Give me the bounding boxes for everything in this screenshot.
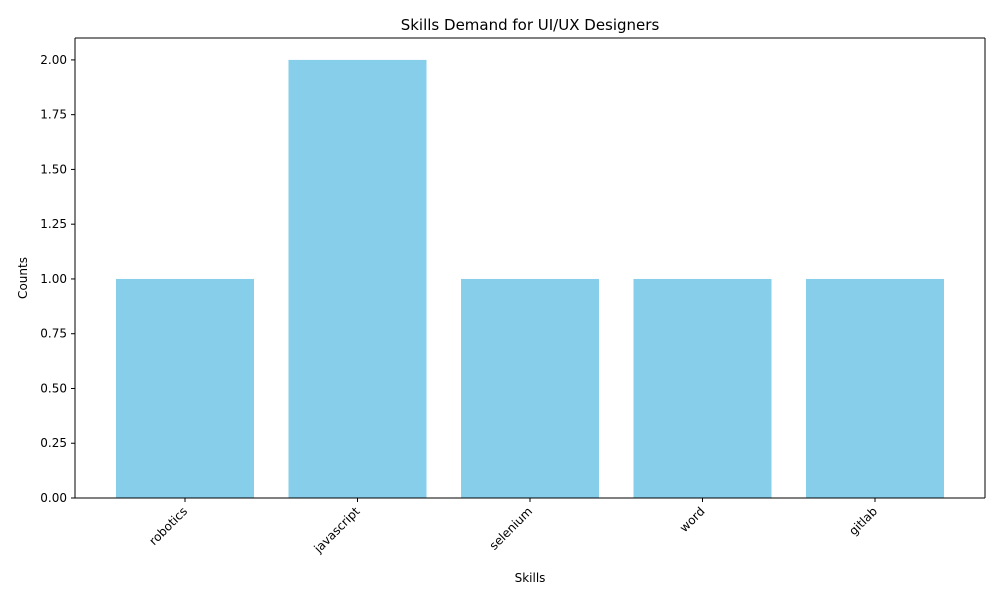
plot-area: 0.000.250.500.751.001.251.501.752.00robo… (40, 37, 986, 556)
y-tick-label: 1.75 (40, 108, 67, 122)
y-tick-label: 0.75 (40, 327, 67, 341)
bar-robotics (116, 278, 254, 498)
bar-word (633, 278, 772, 498)
y-tick-label: 2.00 (40, 53, 67, 67)
y-tick-label: 0.25 (40, 436, 67, 450)
bar-selenium (461, 278, 599, 498)
x-axis-label: Skills (515, 571, 546, 585)
y-tick-label: 1.00 (40, 272, 67, 286)
y-tick-label: 1.50 (40, 162, 67, 176)
y-tick-label: 0.50 (40, 381, 67, 395)
y-tick-label: 1.25 (40, 217, 67, 231)
y-tick-label: 0.00 (40, 491, 67, 505)
y-axis-label: Counts (16, 257, 30, 299)
bar-javascript (288, 59, 427, 499)
bar-gitlab (806, 278, 944, 498)
chart-title: Skills Demand for UI/UX Designers (401, 16, 660, 34)
